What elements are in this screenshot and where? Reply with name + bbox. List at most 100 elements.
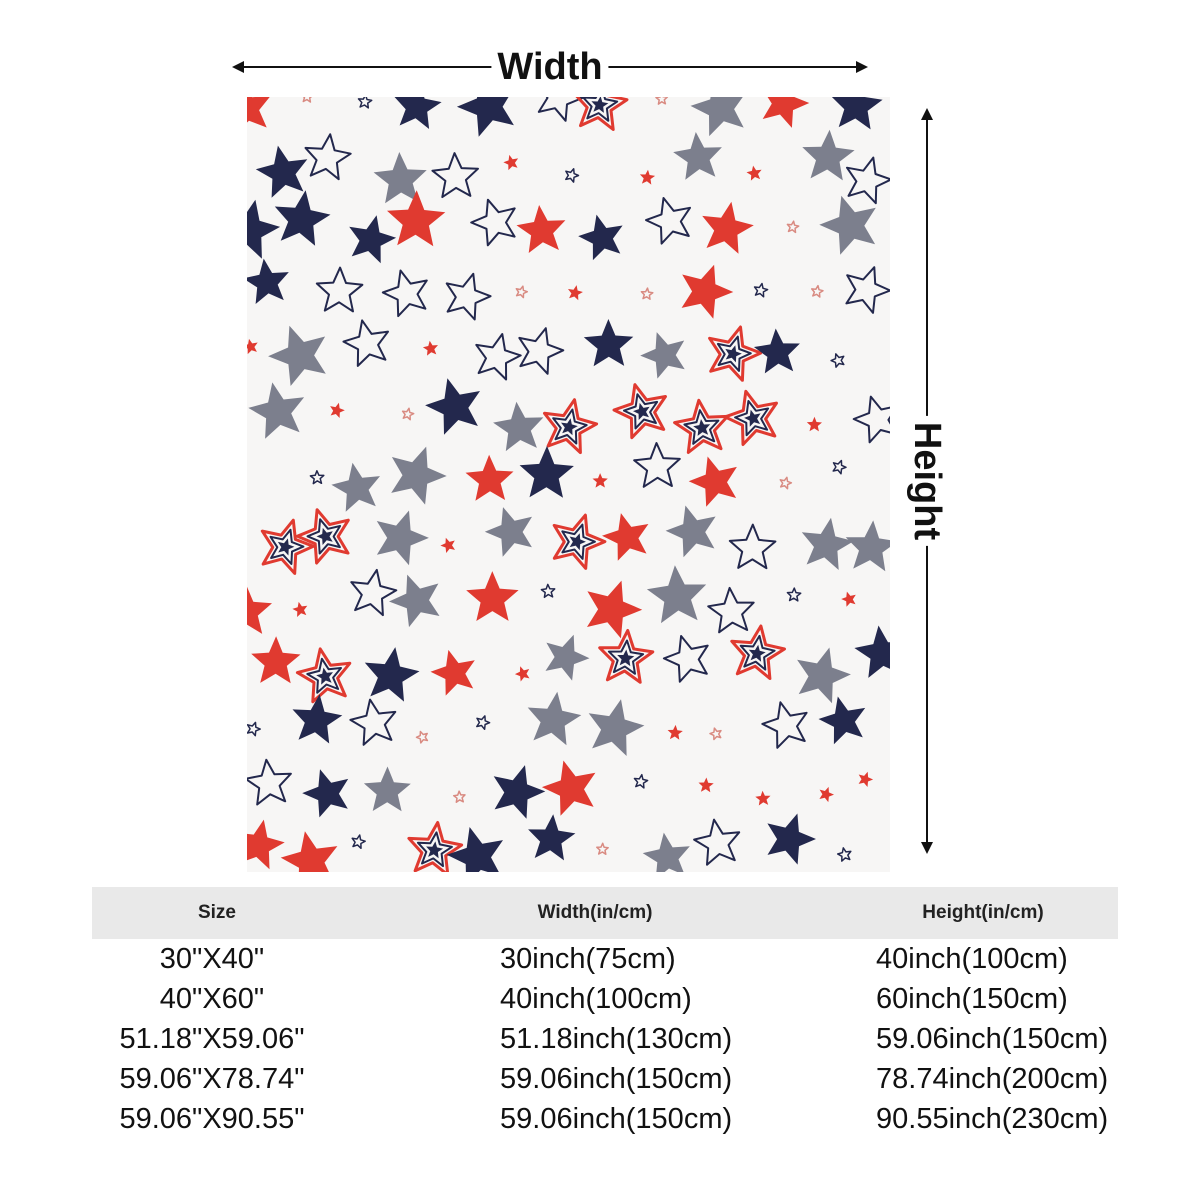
star-icon bbox=[561, 523, 596, 560]
star-icon bbox=[247, 586, 272, 634]
star-icon bbox=[587, 580, 643, 639]
star-icon bbox=[422, 340, 438, 356]
star-icon bbox=[251, 636, 301, 684]
star-icon bbox=[578, 214, 623, 261]
star-icon bbox=[387, 190, 446, 247]
star-icon bbox=[698, 777, 714, 793]
star-icon bbox=[683, 409, 720, 445]
star-icon bbox=[831, 97, 883, 130]
star-icon bbox=[591, 97, 609, 113]
star-icon bbox=[269, 528, 305, 565]
star-icon bbox=[446, 827, 503, 872]
arrow-right-icon bbox=[856, 61, 868, 73]
star-icon bbox=[607, 639, 645, 675]
header-size: Size bbox=[197, 902, 237, 923]
star-icon bbox=[565, 168, 580, 183]
star-icon bbox=[349, 215, 397, 264]
star-icon bbox=[761, 701, 808, 749]
star-icon bbox=[248, 382, 305, 439]
star-icon bbox=[583, 319, 634, 367]
blanket-product-image bbox=[247, 97, 890, 872]
star-icon bbox=[247, 758, 292, 806]
star-icon bbox=[801, 517, 854, 570]
star-icon bbox=[640, 287, 654, 300]
star-icon bbox=[363, 766, 411, 812]
star-icon bbox=[280, 831, 338, 872]
star-icon bbox=[247, 338, 258, 355]
star-icon bbox=[309, 470, 325, 485]
star-icon bbox=[854, 625, 890, 678]
size-table: Size Width(in/cm) Height(in/cm) 30"X40" … bbox=[92, 887, 1118, 1139]
table-row: 59.06"X90.55" 59.06inch(150cm) 90.55inch… bbox=[92, 1099, 1118, 1139]
star-icon bbox=[545, 634, 590, 681]
star-icon bbox=[541, 760, 596, 816]
star-icon bbox=[690, 97, 744, 137]
star-icon bbox=[376, 510, 429, 566]
star-icon bbox=[381, 269, 428, 318]
star-icon bbox=[416, 831, 453, 868]
width-cell: 51.18inch(130cm) bbox=[500, 1023, 733, 1055]
star-icon bbox=[642, 832, 690, 872]
star-icon bbox=[673, 398, 729, 454]
star-icon bbox=[425, 378, 480, 435]
star-icon bbox=[296, 508, 350, 565]
height-label: Height bbox=[904, 415, 950, 547]
star-icon bbox=[440, 537, 455, 553]
star-icon bbox=[465, 454, 514, 501]
star-icon bbox=[592, 473, 608, 488]
star-icon bbox=[746, 165, 762, 181]
star-icon bbox=[667, 724, 683, 740]
star-icon bbox=[858, 771, 874, 787]
star-icon bbox=[665, 505, 716, 558]
star-icon bbox=[617, 649, 635, 667]
star-icon bbox=[373, 152, 427, 204]
star-icon bbox=[655, 97, 669, 105]
star-icon bbox=[331, 462, 380, 512]
star-icon bbox=[430, 649, 475, 696]
star-icon bbox=[247, 199, 281, 259]
star-icon bbox=[316, 667, 333, 685]
star-icon bbox=[515, 285, 529, 299]
star-icon bbox=[514, 666, 530, 682]
star-icon bbox=[407, 821, 464, 872]
star-icon bbox=[633, 442, 681, 488]
star-icon bbox=[543, 398, 599, 455]
star-icon bbox=[274, 190, 331, 246]
star-icon bbox=[755, 790, 771, 806]
star-icon bbox=[730, 624, 786, 680]
star-icon bbox=[527, 691, 582, 746]
star-icon bbox=[810, 284, 824, 298]
star-icon bbox=[456, 97, 514, 137]
star-icon bbox=[707, 586, 755, 634]
star-icon bbox=[753, 282, 769, 298]
star-icon bbox=[452, 790, 466, 803]
star-icon bbox=[247, 819, 285, 870]
star-icon bbox=[247, 97, 270, 128]
star-icon bbox=[598, 629, 655, 684]
star-icon bbox=[351, 834, 366, 850]
star-icon bbox=[709, 727, 722, 741]
star-icon bbox=[316, 527, 333, 545]
table-row: 51.18"X59.06" 51.18inch(130cm) 59.06inch… bbox=[92, 1019, 1118, 1059]
star-icon bbox=[349, 698, 397, 746]
table-row: 40"X60" 40inch(100cm) 60inch(150cm) bbox=[92, 979, 1118, 1019]
star-icon bbox=[716, 335, 752, 372]
star-icon bbox=[552, 408, 588, 445]
star-icon bbox=[561, 418, 578, 436]
star-icon bbox=[725, 345, 742, 363]
star-icon bbox=[779, 476, 793, 490]
star-icon bbox=[537, 97, 584, 122]
star-icon bbox=[475, 333, 522, 381]
star-icon bbox=[588, 699, 645, 756]
star-icon bbox=[568, 285, 583, 301]
table-row: 59.06"X78.74" 59.06inch(150cm) 78.74inch… bbox=[92, 1059, 1118, 1099]
star-icon bbox=[836, 847, 852, 862]
star-icon bbox=[292, 601, 308, 617]
star-pattern bbox=[247, 97, 890, 872]
star-icon bbox=[391, 446, 447, 505]
star-icon bbox=[247, 721, 261, 737]
star-icon bbox=[708, 325, 763, 382]
star-icon bbox=[786, 587, 802, 602]
width-label: Width bbox=[491, 44, 609, 90]
star-icon bbox=[342, 319, 389, 367]
